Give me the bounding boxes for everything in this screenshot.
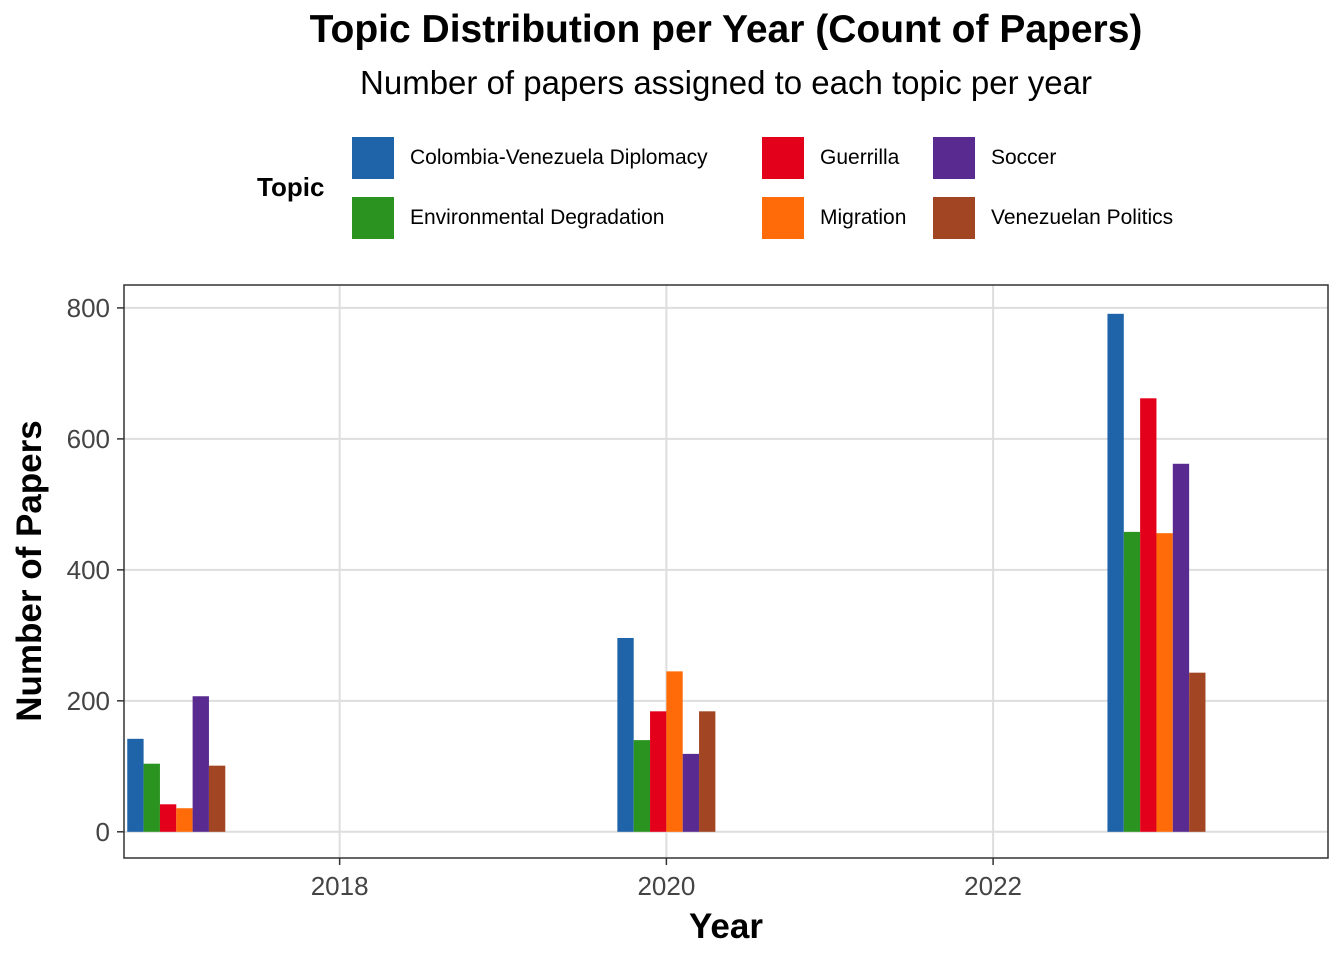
legend-label: Venezuelan Politics [991, 206, 1174, 229]
y-axis-title: Number of Papers [10, 420, 49, 721]
legend-title: Topic [257, 172, 325, 202]
legend-swatch [762, 137, 804, 179]
legend-swatch [762, 197, 804, 239]
legend-label: Migration [820, 206, 907, 229]
legend-swatch [933, 197, 975, 239]
x-axis: 2018 2020 2022 [311, 858, 1022, 901]
y-tick-label: 200 [67, 686, 110, 716]
legend-item-soccer: Soccer [933, 137, 1056, 179]
legend-item-migration: Migration [762, 197, 906, 239]
bar-colombia-venezuela-diplomacy-2020 [617, 637, 634, 832]
legend-label: Environmental Degradation [410, 206, 665, 229]
legend-item-venezuelan-politics: Venezuelan Politics [933, 197, 1173, 239]
bar-venezuelan-politics-2017 [208, 765, 226, 832]
bar-guerrilla-2020 [650, 711, 667, 832]
legend-label: Soccer [991, 146, 1057, 169]
legend-swatch [352, 197, 394, 239]
bar-venezuelan-politics-2020 [699, 711, 716, 832]
bar-environmental-degradation-2017 [143, 763, 160, 832]
bar-soccer-2020 [682, 753, 700, 832]
bar-guerrilla-2017 [159, 804, 177, 832]
x-tick-label: 2020 [637, 871, 695, 901]
bar-migration-2020 [666, 671, 683, 832]
bar-colombia-venezuela-diplomacy-2023 [1107, 313, 1124, 832]
bar-guerrilla-2023 [1140, 398, 1157, 832]
y-tick-label: 400 [67, 555, 110, 585]
bar-soccer-2023 [1172, 463, 1190, 832]
legend-label: Guerrilla [820, 146, 900, 169]
bar-colombia-venezuela-diplomacy-2017 [127, 738, 144, 832]
bar-environmental-degradation-2020 [633, 740, 651, 832]
y-axis: 0 200 400 600 800 [67, 293, 124, 847]
legend-label: Colombia-Venezuela Diplomacy [410, 146, 708, 169]
chart-title: Topic Distribution per Year (Count of Pa… [309, 8, 1143, 51]
x-tick-label: 2022 [964, 871, 1022, 901]
x-tick-label: 2018 [311, 871, 369, 901]
bar-environmental-degradation-2023 [1123, 531, 1141, 832]
legend-item-guerrilla: Guerrilla [762, 137, 899, 179]
legend-swatch [352, 137, 394, 179]
bars [127, 313, 1206, 832]
y-tick-label: 0 [96, 817, 110, 847]
y-tick-label: 800 [67, 293, 110, 323]
y-tick-label: 600 [67, 424, 110, 454]
bar-migration-2017 [176, 808, 193, 832]
plot-panel-border [123, 284, 1329, 859]
chart-subtitle: Number of papers assigned to each topic … [360, 64, 1092, 101]
x-axis-title: Year [689, 907, 763, 946]
legend-item-colombia-venezuela-diplomacy: Colombia-Venezuela Diplomacy [352, 137, 708, 179]
legend-item-environmental-degradation: Environmental Degradation [352, 197, 664, 239]
bar-soccer-2017 [192, 696, 209, 832]
bar-migration-2023 [1156, 533, 1173, 832]
legend-swatch [933, 137, 975, 179]
bar-venezuelan-politics-2023 [1189, 672, 1206, 832]
